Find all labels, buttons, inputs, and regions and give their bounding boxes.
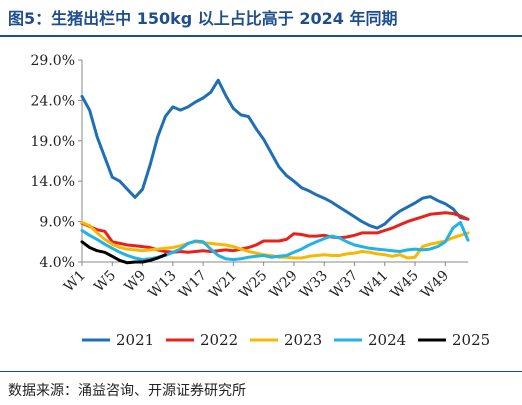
x-tick-label: W41	[357, 268, 391, 302]
x-tick-label: W17	[176, 268, 210, 302]
x-tick-label: W45	[388, 268, 422, 302]
x-tick-label: W25	[236, 268, 270, 302]
y-tick-label: 14.0%	[31, 174, 75, 190]
legend-label-2021: 2021	[116, 331, 154, 349]
y-tick-label: 29.0%	[31, 53, 75, 69]
series-line-2021	[80, 78, 470, 230]
series-line-2022	[80, 211, 470, 254]
source-note: 数据来源：涌益咨询、开源证券研究所	[8, 383, 246, 399]
chart-legend: 2021 2022 2023 2024 2025	[82, 331, 490, 349]
legend-label-2022: 2022	[200, 331, 238, 349]
x-tick-label: W13	[146, 268, 180, 302]
x-tick-label: W1	[61, 268, 89, 296]
series-line-2025	[80, 240, 167, 265]
x-tick-label: W49	[418, 268, 452, 302]
x-tick-label: W21	[206, 268, 240, 302]
x-tick-label: W37	[327, 268, 361, 302]
legend-label-2025: 2025	[452, 331, 490, 349]
line-chart: 29.0%24.0%19.0%14.0%9.0%4.0%W1 W5 W9W13W17…	[31, 53, 491, 349]
y-tick-label: 19.0%	[31, 134, 75, 150]
y-tick-label: 24.0%	[31, 93, 75, 109]
legend-label-2024: 2024	[368, 331, 406, 349]
title-divider	[0, 35, 522, 37]
footer-divider	[0, 371, 522, 372]
chart-axes: 29.0%24.0%19.0%14.0%9.0%4.0%W1 W5 W9W13W17…	[31, 53, 468, 302]
series-line-2024	[80, 220, 470, 262]
x-tick-label: W5	[91, 268, 119, 296]
y-tick-label: 4.0%	[39, 255, 75, 271]
x-tick-label: W29	[267, 268, 301, 302]
x-tick-label: W33	[297, 268, 331, 302]
y-tick-label: 9.0%	[39, 215, 75, 231]
chart-series	[80, 78, 470, 265]
chart-title: 图5：生猪出栏中 150kg 以上占比高于 2024 年同期	[8, 9, 398, 28]
legend-label-2023: 2023	[284, 331, 322, 349]
